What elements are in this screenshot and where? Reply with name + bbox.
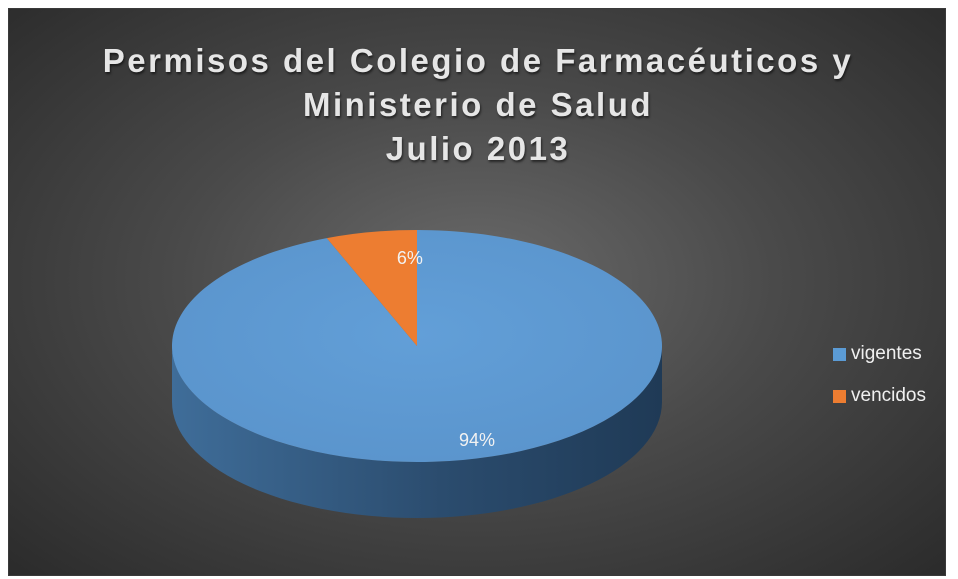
- chart-title-line-2: Ministerio de Salud: [302, 86, 654, 123]
- pie-slice-vencidos: [326, 230, 417, 346]
- data-label-vigentes: 94%: [459, 430, 495, 450]
- legend-item-vencidos: vencidos: [833, 385, 926, 407]
- legend-swatch-vencidos: [833, 389, 846, 403]
- pie-slice-vigentes: [172, 230, 663, 462]
- pie-side-vigentes: [172, 346, 662, 518]
- legend-swatch-vigentes: [833, 347, 846, 361]
- legend-label-vencidos: vencidos: [851, 385, 926, 406]
- legend: vigentes vencidos: [833, 343, 926, 427]
- chart-title: Permisos del Colegio de Farmacéuticos y …: [9, 39, 947, 171]
- data-label-vencidos: 6%: [397, 248, 423, 268]
- chart-title-line-3: Julio 2013: [385, 130, 571, 167]
- legend-label-vigentes: vigentes: [851, 343, 922, 364]
- chart-area: Permisos del Colegio de Farmacéuticos y …: [8, 8, 946, 576]
- chart-title-line-1: Permisos del Colegio de Farmacéuticos y: [102, 42, 854, 79]
- legend-item-vigentes: vigentes: [833, 343, 926, 365]
- pie-chart: 94% 6%: [172, 230, 663, 518]
